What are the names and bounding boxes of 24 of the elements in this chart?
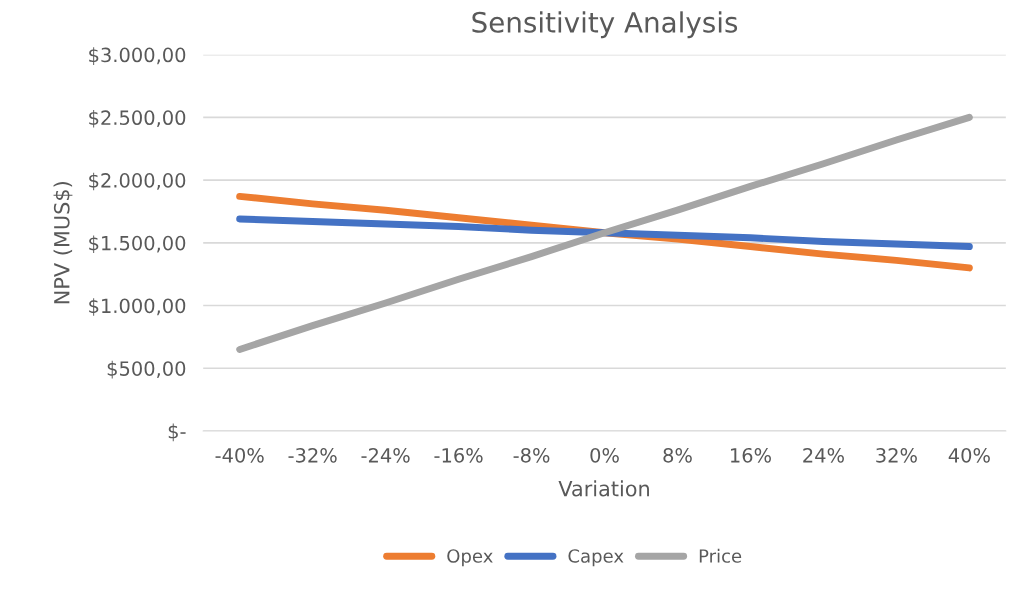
x-tick-label: 24% xyxy=(803,447,844,463)
x-tick-label: -24% xyxy=(361,447,410,463)
y-tick-label: $- xyxy=(168,423,186,442)
y-axis-title: NPV (MUS$) xyxy=(53,182,73,304)
y-tick-label: $2.500,00 xyxy=(89,109,186,128)
x-tick-label: 16% xyxy=(730,447,771,463)
x-tick-label: -16% xyxy=(434,447,483,463)
x-tick-label: -8% xyxy=(513,447,550,463)
x-tick-label: 8% xyxy=(663,447,692,463)
legend-label: Price xyxy=(699,548,742,563)
y-tick-label: $1.500,00 xyxy=(89,235,186,254)
y-tick-label: $2.000,00 xyxy=(89,172,186,191)
y-tick-label: $1.000,00 xyxy=(89,298,186,316)
y-tick-label: $500,00 xyxy=(107,360,186,379)
x-tick-label: 32% xyxy=(876,447,917,463)
chart-title: Sensitivity Analysis xyxy=(472,11,738,39)
x-tick-label: -40% xyxy=(215,447,264,463)
x-axis-title: Variation xyxy=(558,480,649,497)
legend-label: Capex xyxy=(568,549,624,567)
y-tick-label: $3.000,00 xyxy=(89,47,186,65)
x-tick-label: -32% xyxy=(288,447,337,463)
x-tick-label: 40% xyxy=(948,447,990,463)
x-tick-label: 0% xyxy=(590,447,619,463)
legend-label: Opex xyxy=(447,549,493,567)
